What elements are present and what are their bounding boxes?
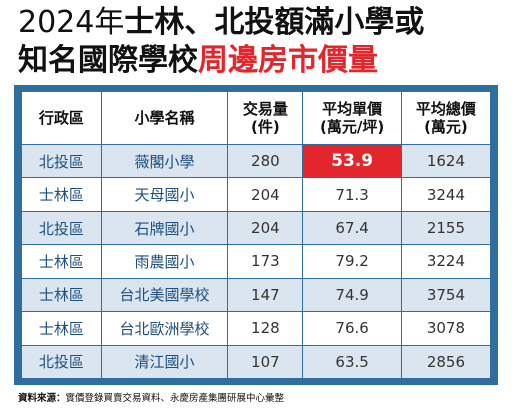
district-cell: 北投區 [21,344,102,380]
header-volume: 交易量 (件) [227,91,304,145]
total-price-cell: 3224 [400,244,492,279]
district-cell: 士林區 [21,311,102,346]
total-price-cell: 3078 [400,311,492,346]
school-cell: 雨農國小 [100,244,229,279]
volume-cell: 173 [227,244,304,279]
title-line-1: 2024年士林、北投額滿小學或 [18,6,498,40]
source-label: 資料來源： [18,393,66,404]
unit-price-cell: 79.2 [302,244,402,279]
unit-price-cell: 63.5 [302,344,402,380]
total-price-cell: 3244 [400,177,492,212]
header-school: 小學名稱 [100,91,229,145]
table-row: 士林區 台北美國學校 147 74.9 3754 [21,277,492,313]
school-cell: 清江國小 [100,344,229,380]
total-price-cell: 2856 [400,344,492,380]
title-line-2-text: 知名國際學校 [18,43,198,78]
header-district: 行政區 [21,91,102,145]
table-header-row: 行政區 小學名稱 交易量 (件) 平均單價 (萬元/坪) 平均總價 (萬元) [21,91,492,145]
unit-price-cell: 74.9 [302,277,402,313]
header-unit-price: 平均單價 (萬元/坪) [302,91,402,145]
unit-price-cell: 71.3 [302,177,402,212]
volume-cell: 147 [227,277,304,313]
data-table: 行政區 小學名稱 交易量 (件) 平均單價 (萬元/坪) 平均總價 (萬元) 北投區薇… [21,91,492,380]
volume-cell: 204 [227,210,304,246]
total-price-cell: 1624 [400,143,492,179]
school-cell: 台北歐洲學校 [100,311,229,346]
unit-price-cell: 53.9 [302,143,402,179]
district-cell: 士林區 [21,177,102,212]
total-price-cell: 3754 [400,277,492,313]
title-year: 2024年 [18,5,125,40]
data-table-frame: 行政區 小學名稱 交易量 (件) 平均單價 (萬元/坪) 平均總價 (萬元) 北投區薇… [14,85,498,385]
school-cell: 天母國小 [100,177,229,212]
title-line-1-text: 士林、北投額滿小學或 [124,5,425,40]
volume-cell: 204 [227,177,304,212]
table-row: 北投區 薇閣小學 280 53.9 1624 [21,143,492,179]
table-row: 士林區 天母國小 204 71.3 3244 [21,177,492,212]
table-row: 士林區 雨農國小 173 79.2 3224 [21,244,492,279]
district-cell: 士林區 [21,277,102,313]
volume-cell: 107 [227,344,304,380]
table-row: 士林區 台北歐洲學校 128 76.6 3078 [21,311,492,346]
title-line-2-highlight: 周邊房市價量 [198,43,378,78]
district-cell: 北投區 [21,210,102,246]
header-total-price: 平均總價 (萬元) [400,91,492,145]
district-cell: 士林區 [21,244,102,279]
total-price-cell: 2155 [400,210,492,246]
district-cell: 北投區 [21,143,102,179]
school-cell: 薇閣小學 [100,143,229,179]
volume-cell: 280 [227,143,304,179]
unit-price-cell: 67.4 [302,210,402,246]
unit-price-cell: 76.6 [302,311,402,346]
table-row: 北投區 石牌國小 204 67.4 2155 [21,210,492,246]
volume-cell: 128 [227,311,304,346]
table-row: 北投區 清江國小 107 63.5 2856 [21,344,492,380]
source-text: 實價登錄買賣交易資料、永慶房產集團研展中心彙整 [65,393,285,404]
school-cell: 台北美國學校 [100,277,229,313]
school-cell: 石牌國小 [100,210,229,246]
title-line-2: 知名國際學校周邊房市價量 [18,44,498,78]
source-note: 資料來源：實價登錄買賣交易資料、永慶房產集團研展中心彙整 [18,390,284,404]
